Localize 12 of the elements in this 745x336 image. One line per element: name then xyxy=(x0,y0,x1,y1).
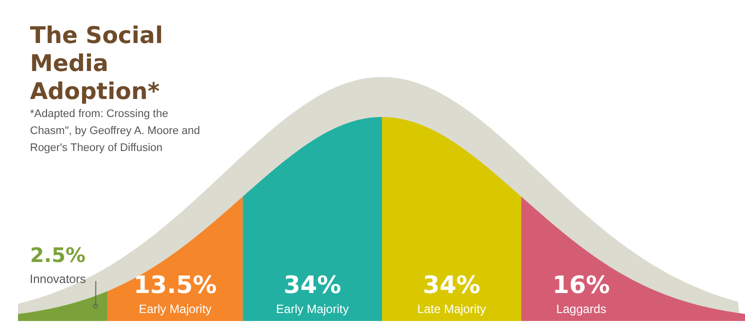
data-label: 13.5% xyxy=(134,271,217,299)
text: *Adapted from: Crossing the Chasm", by Geoffrey A. Moore and Roger's Theory of Diffusion xyxy=(30,107,202,156)
text: The Social Media Adoption* xyxy=(30,22,164,106)
data-label: 34% xyxy=(284,271,342,299)
data-label: 34% xyxy=(422,271,480,299)
category-label: Early Majority xyxy=(276,302,349,316)
category-label: Early Majority xyxy=(138,302,212,316)
category-label: Innovators xyxy=(30,272,86,286)
category-label: Laggards xyxy=(556,302,606,316)
data-label: 2.5% xyxy=(30,243,86,267)
data-label: 16% xyxy=(552,271,610,299)
category-label: Late Majority xyxy=(417,302,486,316)
